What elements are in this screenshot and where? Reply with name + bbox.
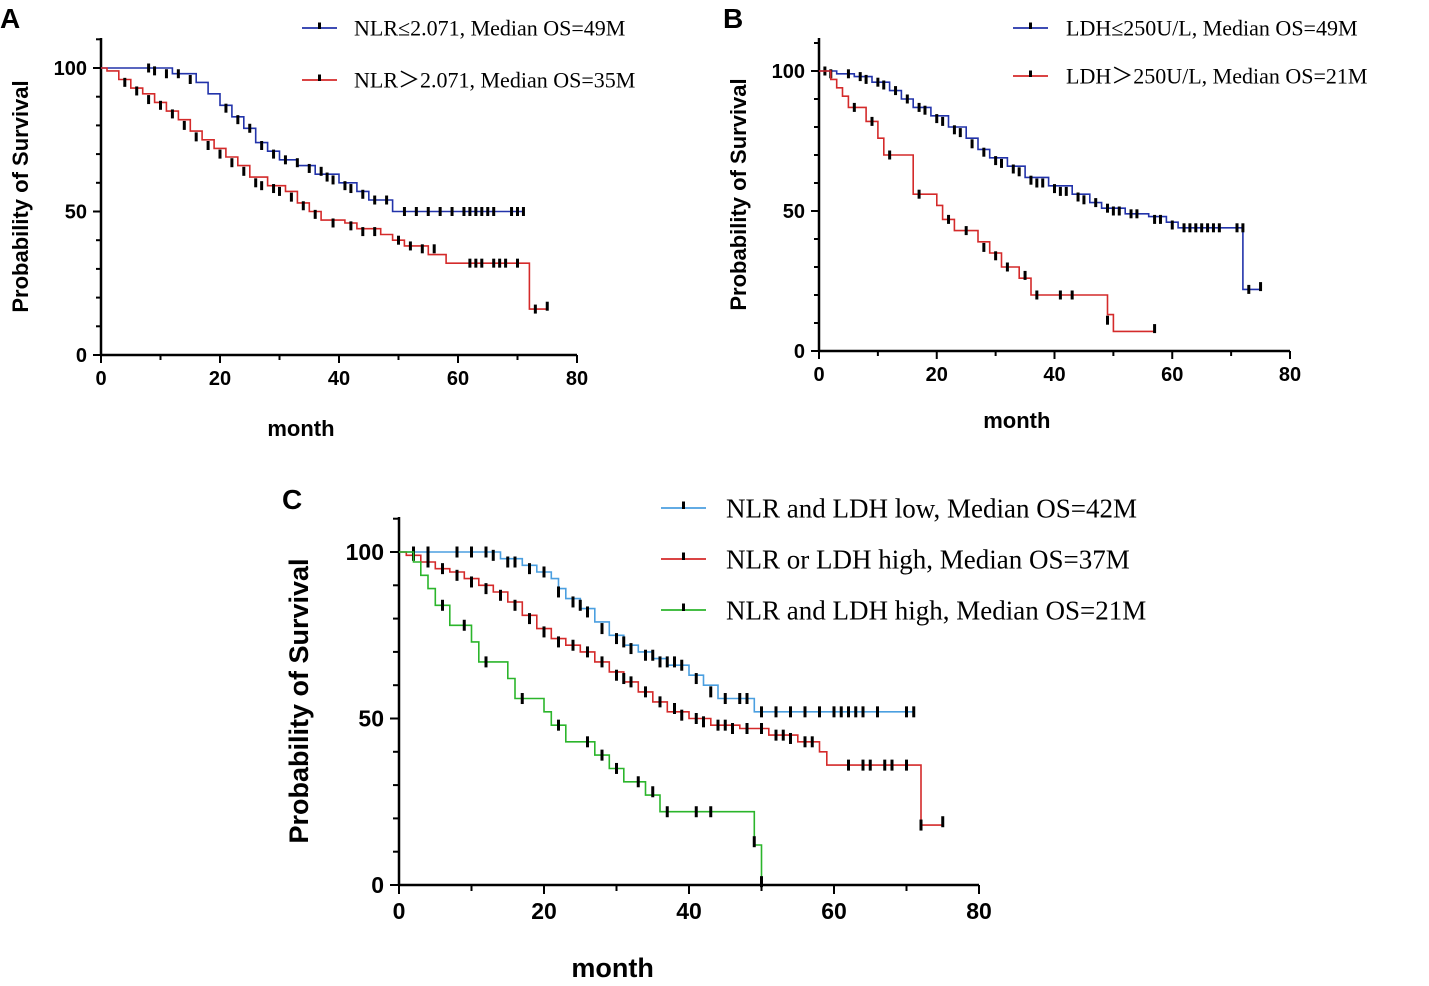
y-axis-title: Probability of Survival xyxy=(8,80,33,312)
legend-entry: NLR＞2.071, Median OS=35M xyxy=(302,68,635,93)
legend-label: LDH＞250U/L, Median OS=21M xyxy=(1066,64,1367,89)
legend-entry: NLR≤2.071, Median OS=49M xyxy=(302,16,625,41)
legend-label: NLR and LDH high, Median OS=21M xyxy=(726,595,1146,625)
survival-curve xyxy=(399,551,763,885)
y-tick-label: 0 xyxy=(76,345,87,367)
y-tick-label: 50 xyxy=(65,202,87,224)
survival-curve xyxy=(399,551,914,713)
y-tick-label: 0 xyxy=(794,341,805,363)
x-tick-label: 60 xyxy=(821,898,847,924)
x-tick-label: 20 xyxy=(209,368,231,390)
legend-entry: LDH≤250U/L, Median OS=49M xyxy=(1013,16,1358,41)
series-2 xyxy=(101,67,549,314)
legend-entry: NLR and LDH low, Median OS=42M xyxy=(661,493,1137,523)
survival-curve xyxy=(819,70,1155,333)
panel-c: C 0 50 100 0 20 40 60 80 month Probability of Surv… xyxy=(282,484,1146,983)
y-tick-label: 100 xyxy=(54,58,87,80)
legend-entry: NLR and LDH high, Median OS=21M xyxy=(661,595,1146,625)
x-tick-label: 40 xyxy=(1043,364,1065,386)
series-1 xyxy=(819,66,1263,294)
y-axis-title: Probability of Survival xyxy=(726,78,751,310)
panel-b: B 0 50 100 0 20 40 60 80 month Probability of Surv… xyxy=(723,3,1367,433)
x-axis-title: month xyxy=(571,953,653,983)
x-tick-label: 0 xyxy=(393,898,406,924)
legend-entry: NLR or LDH high, Median OS=37M xyxy=(661,544,1130,574)
y-tick-label: 100 xyxy=(346,539,384,565)
x-tick-label: 80 xyxy=(966,898,992,924)
legend-entry: LDH＞250U/L, Median OS=21M xyxy=(1013,64,1367,89)
x-tick-label: 80 xyxy=(566,368,588,390)
legend-label: NLR and LDH low, Median OS=42M xyxy=(726,493,1137,523)
x-axis-title: month xyxy=(267,416,334,441)
y-tick-label: 0 xyxy=(371,872,384,898)
panel-letter: A xyxy=(0,3,20,34)
legend-label: NLR≤2.071, Median OS=49M xyxy=(354,16,625,41)
x-tick-label: 20 xyxy=(531,898,557,924)
panel-letter: B xyxy=(723,3,743,34)
survival-curve xyxy=(101,67,524,213)
legend-label: LDH≤250U/L, Median OS=49M xyxy=(1066,16,1358,41)
x-tick-label: 0 xyxy=(95,368,106,390)
x-tick-label: 0 xyxy=(813,364,824,386)
x-tick-label: 40 xyxy=(676,898,702,924)
series-1 xyxy=(101,63,525,216)
x-tick-label: 20 xyxy=(926,364,948,386)
series-2 xyxy=(819,70,1157,334)
y-tick-label: 50 xyxy=(358,706,384,732)
x-tick-label: 60 xyxy=(1161,364,1183,386)
series-2 xyxy=(399,549,945,831)
y-axis-title: Probability of Survival xyxy=(284,558,314,843)
y-tick-label: 50 xyxy=(783,201,805,223)
panel-a: A 0 50 100 0 20 40 60 80 month Probability of Surv… xyxy=(0,3,635,441)
legend-label: NLR or LDH high, Median OS=37M xyxy=(726,544,1130,574)
survival-curve xyxy=(819,70,1261,291)
x-axis-title: month xyxy=(983,408,1050,433)
series-3 xyxy=(399,551,763,888)
survival-curve xyxy=(101,67,548,310)
x-tick-label: 40 xyxy=(328,368,350,390)
survival-curve xyxy=(399,551,943,826)
y-tick-label: 100 xyxy=(772,61,805,83)
x-tick-label: 60 xyxy=(447,368,469,390)
x-tick-label: 80 xyxy=(1279,364,1301,386)
panel-letter: C xyxy=(282,484,302,515)
legend-label: NLR＞2.071, Median OS=35M xyxy=(354,68,635,93)
